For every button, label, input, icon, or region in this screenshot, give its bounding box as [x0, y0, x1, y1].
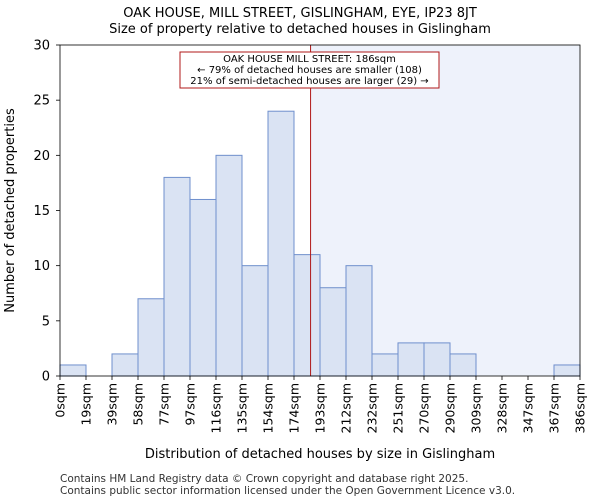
x-tick-label: 347sqm — [521, 383, 536, 433]
y-tick-label: 30 — [33, 39, 50, 54]
x-tick-label: 328sqm — [495, 383, 510, 433]
histogram-bar — [241, 265, 269, 377]
histogram-bar — [163, 176, 191, 377]
annotation-border — [179, 51, 440, 89]
chart-title: OAK HOUSE, MILL STREET, GISLINGHAM, EYE,… — [123, 6, 477, 21]
footer-copyright: Contains HM Land Registry data © Crown c… — [60, 473, 469, 485]
x-tick-label: 193sqm — [313, 383, 328, 433]
y-tick-label: 25 — [33, 94, 50, 109]
histogram-bar — [553, 364, 581, 377]
y-tick-label: 5 — [42, 314, 50, 329]
x-tick-label: 212sqm — [339, 383, 354, 433]
x-tick-label: 232sqm — [365, 383, 380, 433]
x-axis-label: Distribution of detached houses by size … — [145, 447, 495, 462]
y-axis-label: Number of detached properties — [3, 108, 18, 313]
y-tick-label: 0 — [42, 370, 50, 385]
x-tick-label: 116sqm — [209, 383, 224, 433]
annotation-line-1: OAK HOUSE MILL STREET: 186sqm — [223, 54, 396, 65]
annotation-line-2: ← 79% of detached houses are smaller (10… — [197, 65, 422, 76]
histogram-bar — [319, 287, 347, 377]
histogram-bar — [293, 254, 321, 377]
histogram-bar — [449, 353, 477, 377]
x-tick-label: 386sqm — [573, 383, 588, 433]
y-tick-label: 15 — [33, 204, 50, 219]
histogram-bar — [423, 342, 451, 377]
x-tick-label: 97sqm — [183, 383, 198, 426]
footer-licence: Contains public sector information licen… — [60, 485, 516, 497]
x-tick-label: 367sqm — [547, 383, 562, 433]
histogram-bar — [371, 353, 399, 377]
x-tick-label: 39sqm — [105, 383, 120, 426]
x-tick-label: 58sqm — [131, 383, 146, 426]
histogram-bar — [345, 265, 373, 377]
y-tick-label: 10 — [33, 259, 50, 274]
histogram-bar — [137, 298, 165, 377]
annotation-line-3: 21% of semi-detached houses are larger (… — [190, 76, 428, 87]
histogram-bar — [267, 110, 295, 377]
x-tick-label: 290sqm — [443, 383, 458, 433]
x-tick-label: 0sqm — [53, 383, 68, 418]
x-tick-label: 309sqm — [469, 383, 484, 433]
histogram-bar — [397, 342, 425, 377]
histogram-bar — [59, 364, 87, 377]
x-tick-label: 174sqm — [287, 383, 302, 433]
x-tick-label: 251sqm — [391, 383, 406, 433]
y-tick-label: 20 — [33, 149, 50, 164]
x-tick-label: 154sqm — [261, 383, 276, 433]
histogram-bar — [111, 353, 139, 377]
annotation-box: OAK HOUSE MILL STREET: 186sqm ← 79% of d… — [179, 51, 440, 89]
x-tick-label: 135sqm — [235, 383, 250, 433]
x-tick-label: 270sqm — [417, 383, 432, 433]
x-tick-label: 77sqm — [157, 383, 172, 426]
chart-subtitle: Size of property relative to detached ho… — [109, 22, 491, 37]
histogram-bar — [215, 154, 243, 377]
histogram-bar — [189, 198, 217, 377]
x-tick-label: 19sqm — [79, 383, 94, 426]
